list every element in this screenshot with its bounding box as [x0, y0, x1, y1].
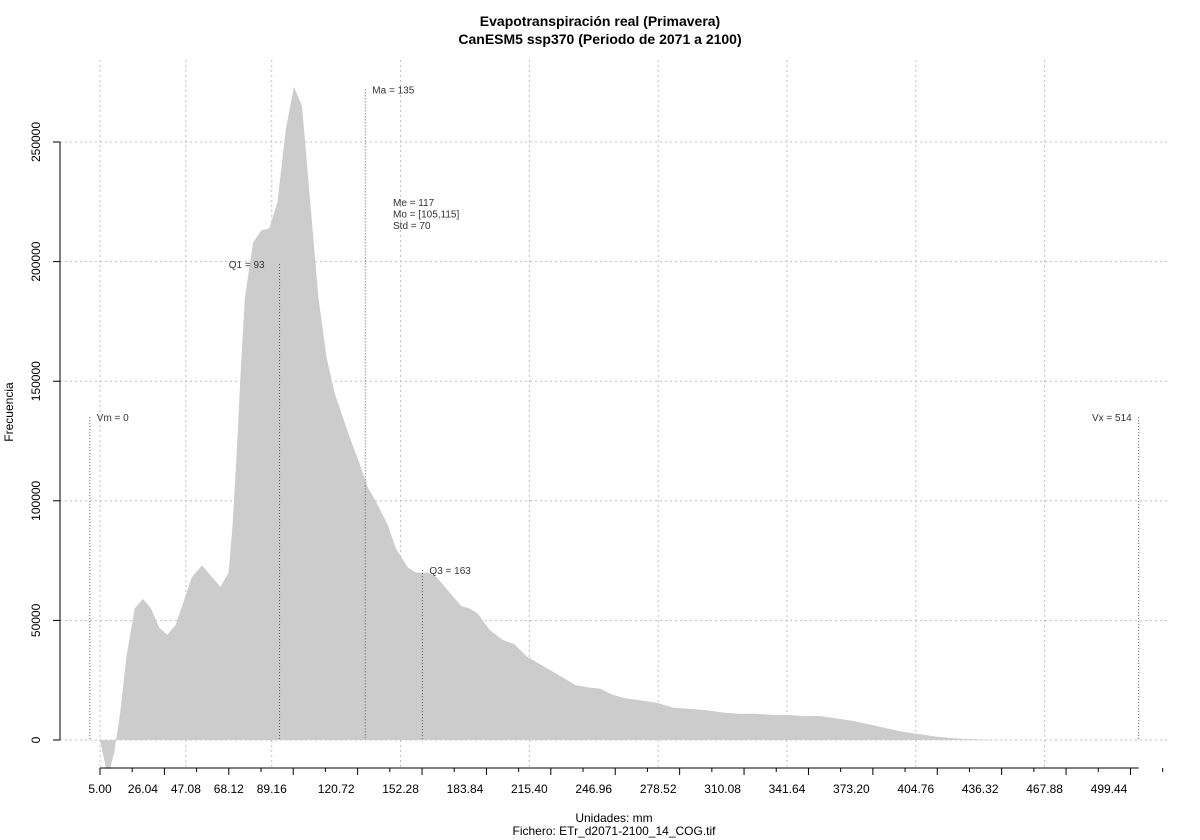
- density-area-shape: [100, 87, 1139, 769]
- y-tick-label: 200000: [29, 241, 43, 281]
- marker-label: Q1 = 93: [229, 260, 265, 271]
- x-tick-label: 467.88: [1026, 782, 1063, 796]
- x-tick-label: 89.16: [257, 782, 287, 796]
- chart-title: Evapotranspiración real (Primavera): [480, 13, 720, 29]
- marker-label: Vx = 514: [1092, 413, 1132, 424]
- x-tick-label: 68.12: [214, 782, 244, 796]
- stat-label: Me = 117: [393, 198, 435, 209]
- x-tick-label: 278.52: [640, 782, 677, 796]
- marker-label: Q3 = 163: [429, 566, 471, 577]
- x-tick-label: 183.84: [447, 782, 484, 796]
- x-axis-label: Unidades: mm: [575, 811, 652, 825]
- x-tick-label: 373.20: [833, 782, 870, 796]
- stat-label: Mo = [105,115]: [393, 210, 459, 221]
- x-tick-label: 499.44: [1091, 782, 1128, 796]
- stat-markers: Vm = 0 Q1 = 93 Ma = 135 Q3 = 163 Vx = 514: [89, 85, 1140, 740]
- chart-subtitle: CanESM5 ssp370 (Periodo de 2071 a 2100): [458, 31, 741, 47]
- marker-label: Ma = 135: [372, 85, 414, 96]
- y-tick-label: 0: [29, 736, 43, 743]
- x-tick-label: 120.72: [318, 782, 355, 796]
- axes: 0 50000 100000 150000 200000 250000 5.00 26.04 4…: [29, 122, 1164, 796]
- x-tick-label: 404.76: [897, 782, 934, 796]
- x-tick-label: 341.64: [769, 782, 806, 796]
- x-tick-label: 246.96: [575, 782, 612, 796]
- x-tick-label: 5.00: [88, 782, 112, 796]
- y-tick-label: 100000: [29, 480, 43, 520]
- marker-label: Vm = 0: [97, 413, 129, 424]
- x-tick-label: 215.40: [511, 782, 548, 796]
- y-tick-label: 250000: [29, 122, 43, 162]
- x-tick-label: 152.28: [382, 782, 419, 796]
- x-tick-label: 436.32: [962, 782, 999, 796]
- y-axis-label: Frecuencia: [2, 382, 16, 442]
- y-tick-label: 50000: [29, 603, 43, 637]
- x-tick-label: 47.08: [171, 782, 201, 796]
- x-tick-label: 310.08: [704, 782, 741, 796]
- x-tick-label: 26.04: [128, 782, 158, 796]
- stat-label: Std = 70: [393, 221, 431, 232]
- y-tick-label: 150000: [29, 361, 43, 401]
- density-area: [100, 87, 1139, 769]
- source-file-label: Fichero: ETr_d2071-2100_14_COG.tif: [513, 824, 717, 838]
